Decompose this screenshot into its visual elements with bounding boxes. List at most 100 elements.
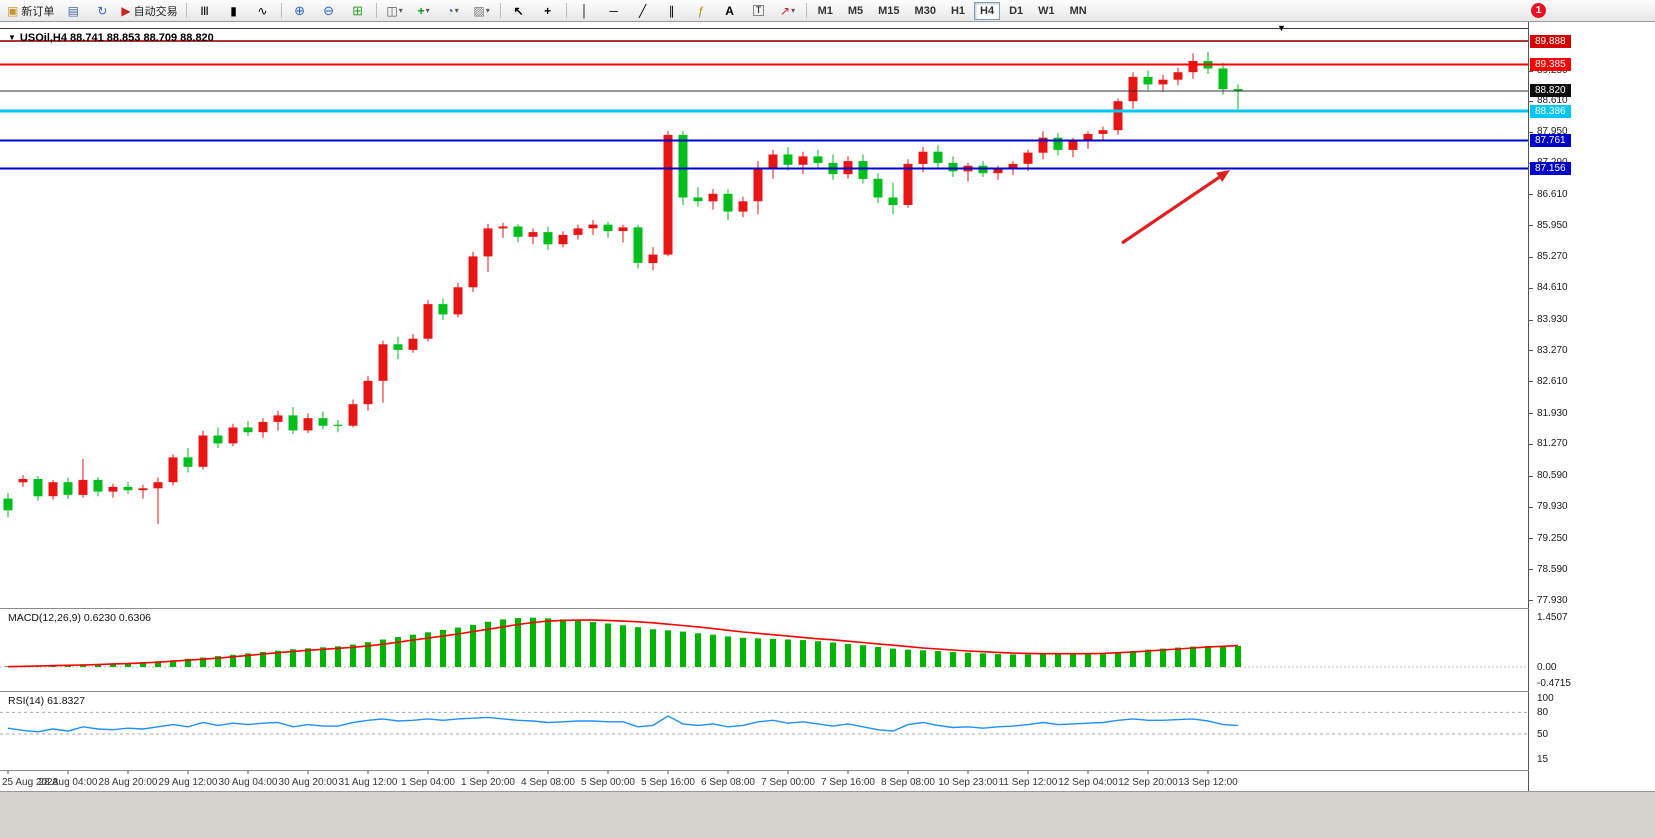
trendline-tool-button[interactable]: ╱: [629, 0, 657, 21]
bear-candle: [1053, 137, 1063, 150]
macd-histogram-bar: [200, 657, 206, 667]
line-chart-type-button[interactable]: ∿: [249, 0, 277, 21]
rsi-scale-label: 80: [1537, 705, 1552, 719]
bull-candle: [198, 435, 208, 467]
macd-histogram-bar: [95, 663, 101, 667]
price-tick-label: 85.270: [1537, 250, 1571, 264]
tile-windows-button[interactable]: ◫ ▾: [381, 0, 409, 21]
macd-histogram-bar: [1190, 646, 1196, 667]
timeframe-m1[interactable]: M1: [817, 4, 833, 17]
crosshair-icon: +: [544, 3, 552, 18]
timeframe-h4[interactable]: H4: [974, 1, 1001, 20]
macd-histogram-bar: [725, 636, 731, 667]
bear-candle: [888, 197, 898, 205]
toolbar-separator: [499, 3, 501, 18]
trend-arrow[interactable]: [1121, 175, 1221, 245]
timeframe-h1[interactable]: H1: [950, 4, 966, 17]
macd-histogram-bar: [335, 646, 341, 667]
grid-button[interactable]: ⊞: [344, 0, 372, 21]
bear-candle: [873, 178, 883, 198]
panel-separator[interactable]: [0, 608, 1655, 609]
price-tick-mark: [1529, 319, 1533, 321]
label-tool-button[interactable]: T: [745, 0, 773, 21]
time-label: 28 Aug 20:00: [99, 777, 158, 788]
channel-tool-button[interactable]: ∥: [658, 0, 686, 21]
rsi-panel[interactable]: [0, 692, 1528, 770]
macd-histogram-bar: [185, 658, 191, 667]
timeframe-d1[interactable]: D1: [1009, 4, 1024, 17]
macd-panel[interactable]: [0, 609, 1528, 691]
timeframe-m30[interactable]: M30: [914, 4, 936, 17]
macd-histogram-bar: [995, 654, 1001, 667]
bull-candle: [588, 224, 598, 229]
price-tick-mark: [1529, 569, 1533, 571]
vertical-line-tool-button[interactable]: │: [571, 0, 599, 21]
new-order-button[interactable]: ▣ 新订单: [3, 0, 58, 21]
bear-candle: [513, 226, 523, 237]
macd-histogram-bar: [695, 633, 701, 667]
indicators-button[interactable]: + ▾: [410, 0, 438, 21]
price-chart[interactable]: [0, 28, 1528, 608]
new-order-icon: ▣: [7, 3, 19, 18]
macd-label: MACD(12,26,9) 0.6230 0.6306: [8, 612, 152, 624]
charts-button[interactable]: ▤: [59, 0, 87, 21]
bull-candle: [1068, 140, 1078, 150]
shapes-button[interactable]: ↗ ▾: [774, 0, 802, 21]
macd-histogram-bar: [1175, 647, 1181, 667]
bar-chart-type-button[interactable]: |||: [191, 0, 219, 21]
templates-button[interactable]: ▨ ▾: [468, 0, 496, 21]
line-chart-icon: ∿: [257, 3, 268, 18]
refresh-button[interactable]: ↻: [88, 0, 116, 21]
macd-histogram-bar: [215, 656, 221, 667]
time-label: 30 Aug 04:00: [219, 777, 278, 788]
bear-candle: [678, 134, 688, 198]
price-tick-label: 85.950: [1537, 218, 1571, 232]
bull-candle: [1113, 101, 1123, 131]
bottom-empty-strip: [0, 791, 1655, 838]
text-tool-icon: A: [725, 3, 734, 18]
bull-candle: [1008, 163, 1018, 169]
macd-histogram-bar: [785, 639, 791, 667]
price-tick-label: 88.610: [1537, 94, 1571, 108]
toolbar-separator: [185, 3, 187, 18]
timeframe-w1[interactable]: W1: [1038, 4, 1055, 17]
zoom-out-button[interactable]: ⊖: [315, 0, 343, 21]
price-axis[interactable]: 89.25088.61087.95087.29086.61085.95085.2…: [1529, 22, 1655, 791]
macd-histogram-bar: [1085, 654, 1091, 667]
price-badge: 87.156: [1530, 162, 1571, 176]
bar-chart-icon: |||: [200, 5, 209, 15]
candle-chart-type-button[interactable]: ▮: [220, 0, 248, 21]
macd-scale-label: 1.4507: [1537, 611, 1571, 625]
timeframe-mn[interactable]: MN: [1069, 4, 1087, 17]
bull-candle: [1023, 152, 1033, 164]
chevron-down-icon: ▾: [398, 6, 403, 15]
collapse-arrow-icon[interactable]: ▼: [8, 33, 16, 42]
price-tick-mark: [1529, 381, 1533, 383]
panel-separator[interactable]: [0, 691, 1655, 692]
macd-histogram-bar: [515, 618, 521, 667]
rsi-scale-label: 100: [1537, 691, 1557, 705]
macd-histogram-bar: [1145, 649, 1151, 667]
zoom-in-button[interactable]: ⊕: [286, 0, 314, 21]
bull-candle: [768, 154, 778, 169]
horizontal-line-tool-button[interactable]: ─: [600, 0, 628, 21]
trend-arrow-head[interactable]: [1216, 170, 1230, 182]
macd-histogram-bar: [620, 625, 626, 667]
bull-candle: [423, 304, 433, 339]
cursor-button[interactable]: ↖: [505, 0, 533, 21]
annotation-marker-icon[interactable]: ▼: [1277, 23, 1286, 33]
auto-trading-button[interactable]: ▶ 自动交易: [117, 0, 181, 21]
template-icon: ▨: [473, 3, 485, 18]
price-tick-mark: [1529, 256, 1533, 258]
periods-button[interactable]: ◔ ▾: [439, 0, 467, 21]
notification-badge[interactable]: 1: [1531, 3, 1546, 18]
macd-histogram-bar: [1100, 654, 1106, 667]
timeframe-m15[interactable]: M15: [878, 4, 900, 17]
macd-histogram-bar: [425, 632, 431, 667]
text-tool-button[interactable]: A: [716, 0, 744, 21]
macd-histogram-bar: [1130, 651, 1136, 667]
fibonacci-tool-button[interactable]: ƒ: [687, 0, 715, 21]
crosshair-button[interactable]: +: [534, 0, 562, 21]
timeframe-m5[interactable]: M5: [847, 4, 864, 17]
